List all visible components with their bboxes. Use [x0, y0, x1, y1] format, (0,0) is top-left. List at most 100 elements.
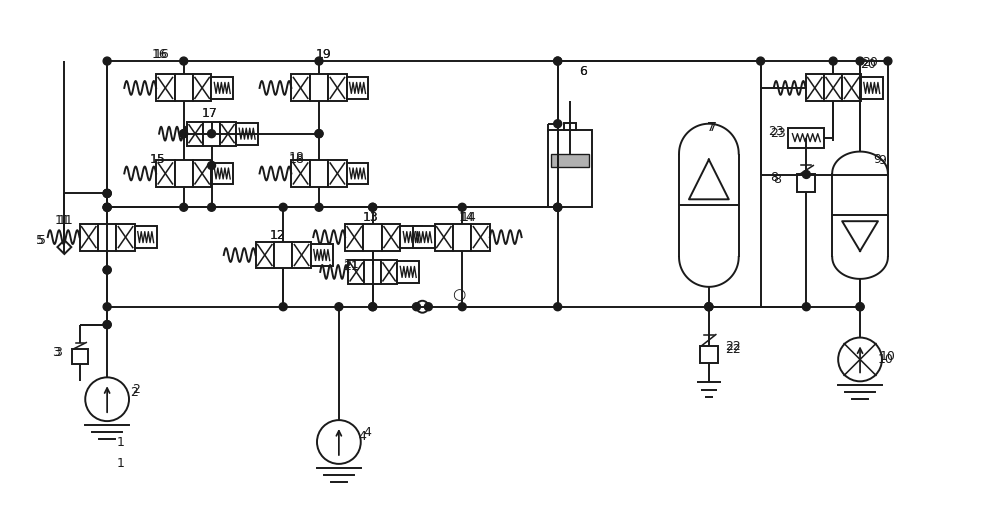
Text: 4: 4 [364, 425, 372, 439]
Bar [842, 75, 861, 101]
Text: 11: 11 [54, 214, 70, 227]
Bar [211, 77, 233, 99]
Bar [328, 160, 347, 187]
Text: 6: 6 [580, 64, 587, 78]
Text: 9: 9 [873, 153, 881, 166]
Text: 14: 14 [460, 211, 476, 224]
Bar [400, 226, 422, 248]
Circle shape [103, 190, 111, 197]
Text: 21: 21 [343, 261, 359, 273]
Text: 11: 11 [57, 214, 73, 227]
Bar [203, 122, 220, 146]
Bar [363, 224, 382, 250]
Circle shape [369, 303, 377, 311]
Circle shape [856, 57, 864, 65]
Bar [274, 242, 292, 268]
Circle shape [416, 301, 428, 313]
Circle shape [315, 57, 323, 65]
Circle shape [412, 303, 420, 311]
Bar [453, 224, 471, 250]
Bar [364, 260, 381, 284]
Circle shape [315, 130, 323, 138]
Circle shape [424, 303, 432, 311]
Text: 23: 23 [771, 127, 786, 140]
Bar [806, 75, 824, 101]
Circle shape [369, 203, 377, 211]
Circle shape [554, 57, 562, 65]
Circle shape [856, 303, 864, 311]
Text: 22: 22 [725, 343, 741, 356]
Circle shape [180, 130, 188, 138]
Text: 18: 18 [289, 153, 305, 166]
Text: 1: 1 [117, 437, 125, 450]
Bar [797, 175, 815, 193]
Circle shape [838, 337, 882, 381]
Circle shape [829, 57, 837, 65]
Bar [381, 260, 397, 284]
Bar [175, 75, 193, 101]
Bar [348, 260, 364, 284]
Circle shape [180, 203, 188, 211]
Bar [98, 224, 116, 250]
Circle shape [554, 57, 562, 65]
Circle shape [458, 203, 466, 211]
Circle shape [705, 303, 713, 311]
Circle shape [103, 321, 111, 329]
Circle shape [705, 303, 713, 311]
Circle shape [103, 321, 111, 329]
Text: 7: 7 [707, 121, 715, 134]
Circle shape [317, 420, 361, 464]
Bar [413, 226, 435, 248]
Circle shape [554, 203, 562, 211]
Circle shape [208, 162, 216, 169]
Circle shape [315, 130, 323, 138]
Text: 2: 2 [130, 386, 138, 399]
Bar [292, 242, 311, 268]
Circle shape [85, 377, 129, 421]
Text: 18: 18 [289, 151, 305, 164]
Bar [347, 77, 368, 99]
Text: 6: 6 [580, 64, 587, 78]
Bar [397, 261, 419, 283]
Bar [116, 224, 135, 250]
Circle shape [757, 57, 765, 65]
Bar [193, 75, 211, 101]
Bar [345, 224, 363, 250]
Text: 15: 15 [150, 153, 166, 166]
Bar [193, 160, 211, 187]
Text: 3: 3 [52, 346, 60, 359]
Circle shape [369, 303, 377, 311]
Text: 23: 23 [769, 125, 784, 138]
Bar [310, 160, 328, 187]
Circle shape [802, 303, 810, 311]
Circle shape [180, 130, 188, 138]
Circle shape [554, 120, 562, 128]
Text: 20: 20 [862, 56, 878, 68]
Bar [80, 224, 98, 250]
Circle shape [103, 303, 111, 311]
Bar [548, 130, 592, 207]
Bar [220, 122, 236, 146]
Bar [156, 160, 175, 187]
Circle shape [103, 203, 111, 211]
Text: 12: 12 [269, 229, 285, 242]
Text: 16: 16 [154, 47, 170, 61]
Bar [824, 75, 842, 101]
Bar [211, 163, 233, 184]
Circle shape [279, 303, 287, 311]
Bar [347, 163, 368, 184]
Bar [382, 224, 400, 250]
Bar [187, 122, 203, 146]
Text: 4: 4 [359, 430, 367, 442]
Bar [471, 224, 490, 250]
Bar [291, 75, 310, 101]
Text: 13: 13 [363, 211, 378, 224]
Text: 5: 5 [38, 234, 46, 247]
Bar [72, 349, 88, 365]
Text: 12: 12 [269, 229, 285, 242]
Circle shape [369, 203, 377, 211]
Circle shape [103, 190, 111, 197]
Bar [256, 242, 274, 268]
Bar [700, 346, 718, 364]
Bar [311, 244, 333, 266]
